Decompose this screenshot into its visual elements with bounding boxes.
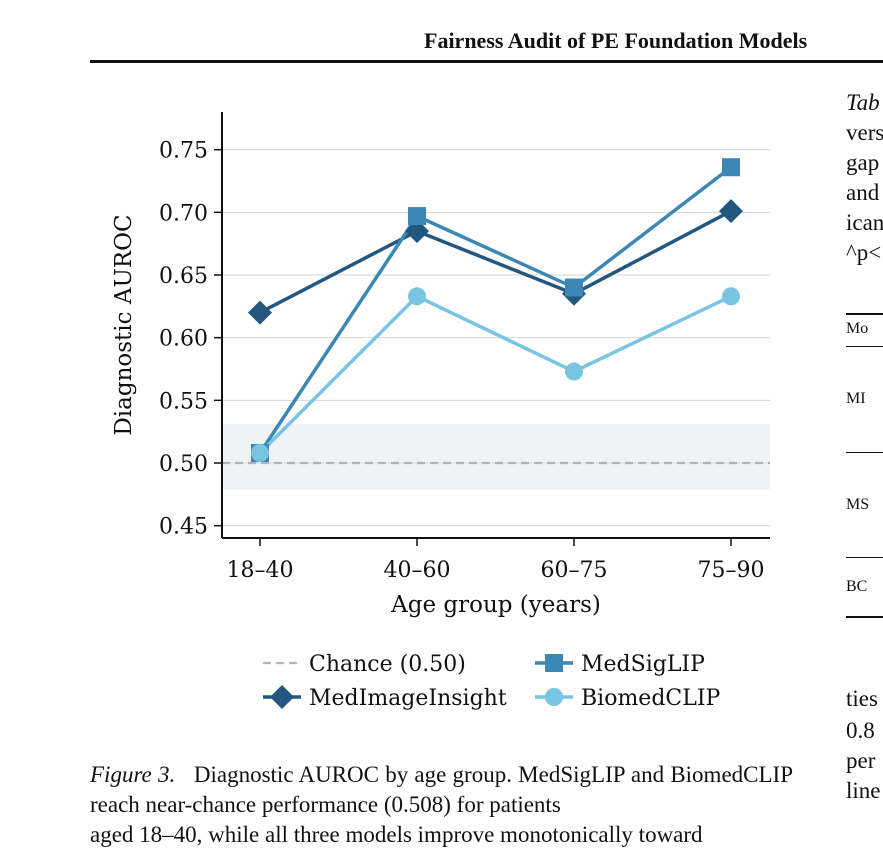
legend-label: MedSigLIP (581, 652, 705, 677)
x-tick-label: 40–60 (384, 558, 451, 583)
x-axis-label: Age group (years) (390, 592, 601, 618)
data-point-medsiglip (408, 207, 426, 226)
table-row-label: MI (846, 390, 866, 407)
caption-line-1: Diagnostic AUROC by age group. MedSigLIP… (193, 762, 665, 787)
legend-entry: BiomedCLIP (535, 686, 721, 711)
y-tick-label: 0.70 (159, 201, 208, 226)
table-row-label: BC (846, 578, 868, 595)
right-text-line: line (846, 778, 881, 803)
table-row-rule (846, 557, 883, 558)
right-text-line: ican (846, 210, 883, 235)
data-point-medsiglip (565, 278, 583, 297)
right-text-line: gap (846, 150, 880, 175)
right-column-clipped: Tab vers gap and ican ^p< Mo MI MS BC ti… (846, 88, 883, 832)
legend-entry: MedImageInsight (263, 685, 507, 711)
running-title: Fairness Audit of PE Foundation Models (424, 28, 808, 53)
caption-label: Figure 3. (90, 762, 176, 787)
legend-label: BiomedCLIP (581, 686, 721, 711)
data-point-biomedclip (565, 362, 583, 381)
table-top-rule (846, 313, 883, 315)
table-header-cell: Mo (846, 320, 869, 337)
data-point-biomedclip (251, 443, 269, 462)
y-tick-label: 0.60 (159, 327, 208, 352)
right-text-line: vers (846, 120, 883, 145)
legend-swatch-marker (270, 685, 294, 709)
chance-band (222, 424, 770, 490)
right-text-line: and (846, 180, 880, 205)
header-rule (90, 60, 883, 63)
caption-line-2: BiomedCLIP reach near-chance performance… (90, 762, 793, 817)
caption-line-3: aged 18–40, while all three models impro… (90, 822, 703, 847)
y-tick-label: 0.65 (159, 264, 208, 289)
right-text-line: ^p< (846, 240, 882, 265)
right-text-line: 0.8 (846, 718, 875, 743)
y-tick-label: 0.75 (159, 139, 208, 164)
table-bottom-rule (846, 616, 883, 618)
y-tick-label: 0.50 (159, 452, 208, 477)
series-line-medimageinsight (259, 209, 732, 315)
data-point-medimageinsight (405, 219, 429, 244)
y-axis-label: Diagnostic AUROC (111, 214, 137, 435)
y-tick-label: 0.55 (159, 389, 208, 414)
table-row-rule (846, 452, 883, 453)
series-line-medsiglip (258, 165, 733, 454)
x-tick-label: 18–40 (227, 558, 294, 583)
right-text-line: ties (846, 686, 878, 711)
auroc-line-chart: 0.45 0.50 0.55 0.60 0.65 0.70 0.75 18–40 40–60 60… (111, 112, 770, 711)
figure-caption: Figure 3. Diagnostic AUROC by age group.… (90, 760, 793, 850)
data-point-biomedclip (408, 287, 426, 306)
x-tick-label: 75–90 (698, 558, 765, 583)
legend-label: Chance (0.50) (309, 652, 466, 677)
data-point-biomedclip (722, 287, 740, 306)
series-line-biomedclip (258, 294, 732, 455)
right-text-line: per (846, 748, 876, 773)
data-point-medsiglip (722, 158, 740, 177)
x-tick-label: 60–75 (541, 558, 608, 583)
table-header-rule (846, 346, 883, 347)
data-point-medimageinsight (248, 300, 272, 325)
legend-entry: Chance (0.50) (263, 652, 466, 677)
data-point-medimageinsight (719, 199, 743, 224)
table-row-label: MS (846, 496, 870, 513)
legend-swatch-marker (545, 688, 563, 706)
legend-entry: MedSigLIP (535, 652, 705, 677)
y-tick-label: 0.45 (159, 515, 208, 540)
right-text-line: Tab (846, 90, 880, 115)
legend-label: MedImageInsight (309, 686, 507, 711)
legend-swatch-marker (545, 654, 563, 672)
